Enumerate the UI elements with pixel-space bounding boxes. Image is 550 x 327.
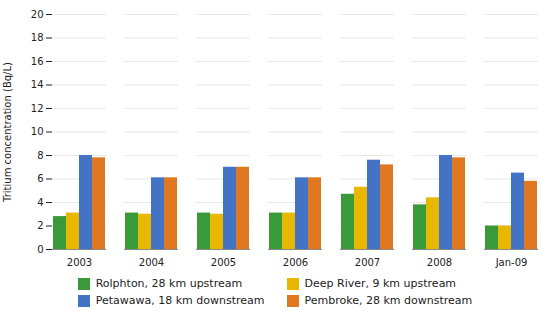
html-text:Deep River, 9 km upstream: Deep River, 9 km upstream	[304, 277, 457, 290]
svg-text:2007: 2007	[355, 257, 380, 268]
html-text:Rolphton, 28 km upstream: Rolphton, 28 km upstream	[95, 277, 243, 290]
svg-text:16: 16	[31, 56, 44, 67]
svg-text:2: 2	[37, 220, 43, 231]
svg-text:18: 18	[31, 32, 44, 43]
svg-text:8: 8	[37, 150, 43, 161]
svg-text:4: 4	[37, 197, 43, 208]
html-text:Pembroke, 28 km downstream: Pembroke, 28 km downstream	[304, 294, 473, 307]
svg-text:2005: 2005	[211, 257, 236, 268]
svg-text:12: 12	[31, 103, 44, 114]
svg-text:2003: 2003	[67, 257, 92, 268]
html-text:Petawawa, 18 km downstream: Petawawa, 18 km downstream	[95, 294, 265, 307]
svg-text:Tritium concentration (Bq/L): Tritium concentration (Bq/L)	[2, 62, 13, 203]
svg-text:0: 0	[37, 244, 43, 255]
svg-text:20: 20	[31, 9, 44, 20]
svg-text:Jan-09: Jan-09	[495, 257, 528, 268]
svg-text:6: 6	[37, 173, 43, 184]
svg-text:2004: 2004	[139, 257, 164, 268]
svg-text:10: 10	[31, 126, 44, 137]
svg-text:14: 14	[31, 79, 44, 90]
svg-text:2006: 2006	[283, 257, 308, 268]
svg-text:2008: 2008	[427, 257, 452, 268]
